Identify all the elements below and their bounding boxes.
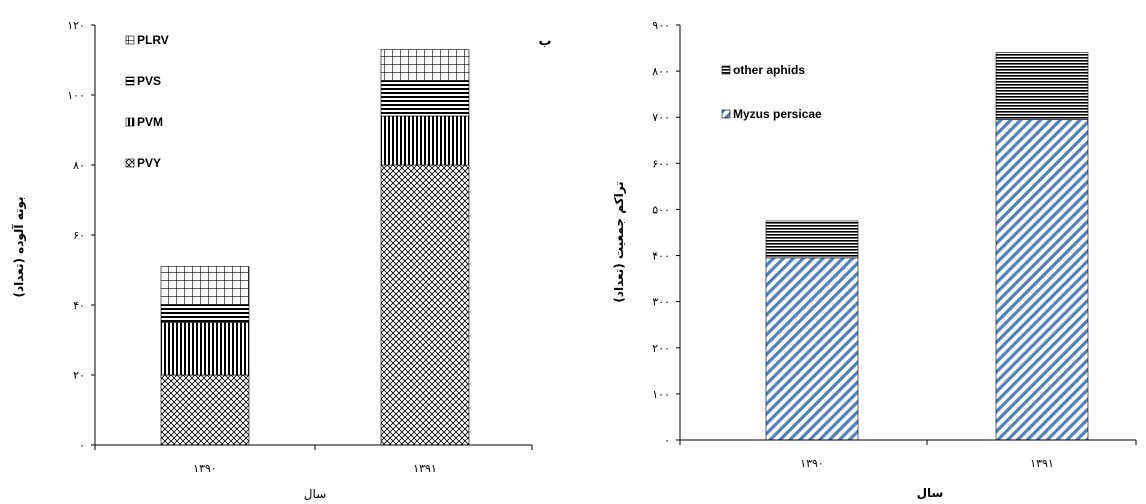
x-axis-label: سال [917, 486, 944, 500]
y-tick-label: ۳۰۰ [652, 296, 670, 309]
y-tick-label: ۶۰۰ [652, 157, 670, 170]
y-tick-label: ۸۰ [73, 159, 85, 172]
bar-segment-myzus-persicae [995, 119, 1089, 441]
legend-swatch [125, 35, 135, 45]
bar-segment-plrv [380, 49, 470, 82]
y-tick-label: ۴۰۰ [652, 250, 670, 263]
panel-label: ب [538, 34, 551, 49]
y-tick-label: ۰ [664, 434, 670, 447]
y-axis-label: بوته آلوده (تعداد) [11, 196, 27, 297]
x-tick-label: ۱۳۹۰ [800, 457, 824, 470]
legend-swatch [125, 76, 135, 86]
bar-segment-pvm [380, 115, 470, 166]
bar-segment-pvy [380, 164, 470, 446]
x-tick-label: ۱۳۹۱ [413, 462, 437, 475]
legend-label: PVS [137, 74, 161, 88]
chart-infected-plants: ۰ ۲۰ ۴۰ ۶۰ ۸۰ ۱۰۰ ۱۲۰ ۱۳۹۰ ۱۳۹۱ PLRV PVS PVM PVY ب… [11, 19, 552, 501]
y-tick-label: ۲۰۰ [652, 342, 670, 355]
y-tick-label: ۱۰۰ [652, 388, 670, 401]
legend-label: Myzus persicae [733, 107, 822, 121]
legend-label: PVM [137, 115, 163, 129]
y-tick-label: ۷۰۰ [652, 111, 670, 124]
legend-label: PLRV [137, 33, 169, 47]
y-tick-label: ۴۰ [73, 299, 85, 312]
legend-swatch [721, 65, 731, 75]
x-axis-label: سال [304, 487, 326, 501]
bar-segment-pvm [160, 322, 250, 376]
bar-segment-other-aphids [995, 52, 1089, 120]
x-tick-label: ۱۳۹۱ [1030, 457, 1054, 470]
bar-segment-pvs [380, 80, 470, 117]
y-tick-label: ۹۰۰ [652, 19, 670, 32]
y-axis-label: تراکم جمعیت (تعداد) [612, 181, 626, 302]
bar-segment-plrv [160, 266, 250, 306]
x-tick-label: ۱۳۹۰ [193, 462, 217, 475]
legend-label: PVY [137, 156, 161, 170]
bar-segment-other-aphids [765, 220, 859, 259]
bar-segment-myzus-persicae [765, 257, 859, 441]
y-tick-label: ۱۲۰ [67, 19, 85, 32]
legend-swatch [721, 109, 731, 119]
y-tick-label: ۵۰۰ [652, 203, 670, 216]
y-tick-label: ۱۰۰ [67, 89, 85, 102]
bar-segment-pvy [160, 374, 250, 446]
legend-swatch [125, 158, 135, 168]
y-tick-label: ۶۰ [73, 229, 85, 242]
bar-segment-pvs [160, 304, 250, 323]
legend-swatch [125, 117, 135, 127]
y-tick-label: ۲۰ [73, 369, 85, 382]
chart-population-density: ۰ ۱۰۰ ۲۰۰ ۳۰۰ ۴۰۰ ۵۰۰ ۶۰۰ ۷۰۰ ۸۰۰ ۹۰۰ ۱۳۹۰ ۱۳۹۱ ot… [612, 19, 1137, 500]
y-tick-label: ۰ [79, 439, 85, 452]
y-tick-label: ۸۰۰ [652, 65, 670, 78]
legend-label: other aphids [733, 63, 805, 77]
